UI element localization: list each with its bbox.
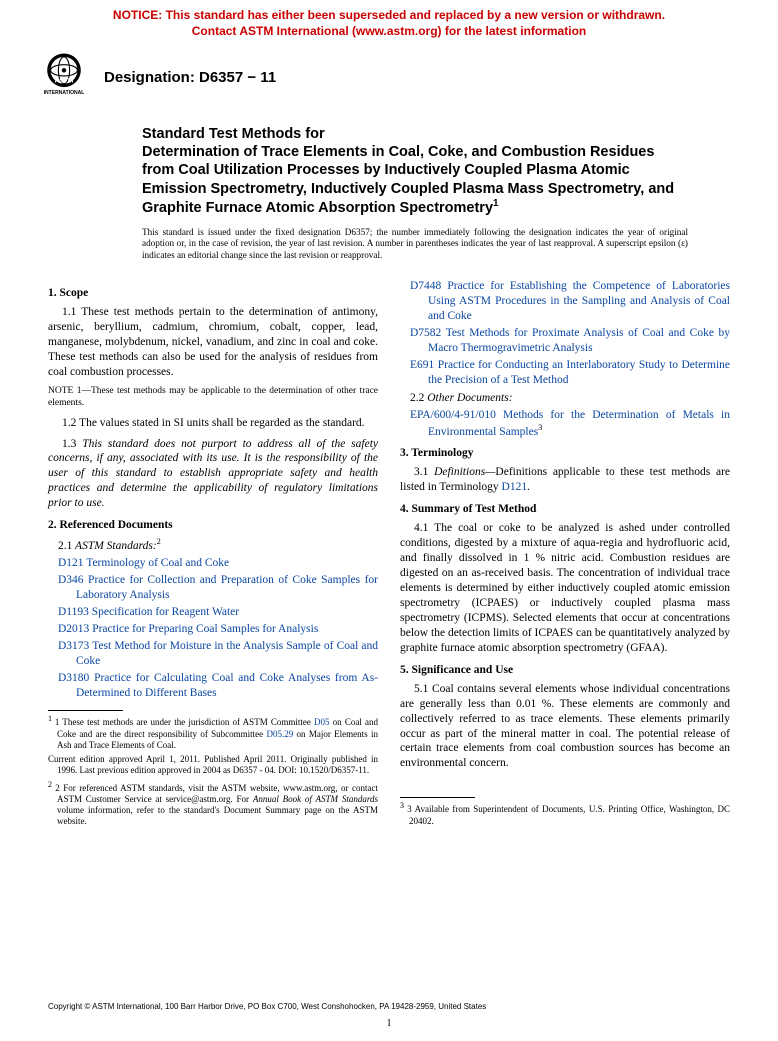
ref-item: EPA/600/4-91/010 Methods for the Determi… bbox=[400, 408, 730, 440]
scope-head: 1. Scope bbox=[48, 287, 378, 299]
scope-p3: 1.3 This standard does not purport to ad… bbox=[48, 437, 378, 512]
title-lead: Standard Test Methods for bbox=[142, 125, 688, 143]
ref-code[interactable]: E691 bbox=[410, 359, 434, 371]
ref-code[interactable]: D3173 bbox=[58, 640, 89, 652]
notice-line1: NOTICE: This standard has either been su… bbox=[113, 8, 665, 22]
terminology-p1: 3.1 Definitions—Definitions applicable t… bbox=[400, 465, 730, 495]
ref-item: D1193 Specification for Reagent Water bbox=[48, 605, 378, 620]
ref-title[interactable]: Practice for Establishing the Competence… bbox=[428, 280, 730, 322]
notice-line2: Contact ASTM International (www.astm.org… bbox=[192, 24, 586, 38]
ref-item: D7448 Practice for Establishing the Comp… bbox=[400, 279, 730, 324]
ref-title[interactable]: Test Methods for Proximate Analysis of C… bbox=[428, 327, 730, 354]
ref-code[interactable]: D2013 bbox=[58, 623, 89, 635]
ref-code[interactable]: D7448 bbox=[410, 280, 441, 292]
ref-title[interactable]: Practice for Conducting an Interlaborato… bbox=[428, 359, 730, 386]
designation-text: Designation: D6357 − 11 bbox=[104, 69, 276, 86]
terminology-head: 3. Terminology bbox=[400, 447, 730, 459]
right-column: D7448 Practice for Establishing the Comp… bbox=[400, 279, 730, 831]
footnote-separator bbox=[48, 710, 123, 711]
title-main: Determination of Trace Elements in Coal,… bbox=[142, 143, 688, 216]
title-footnote-marker: 1 bbox=[493, 198, 499, 209]
ref-code[interactable]: D3180 bbox=[58, 672, 89, 684]
ref-title[interactable]: Terminology of Coal and Coke bbox=[86, 557, 229, 569]
ref-code[interactable]: D346 bbox=[58, 574, 84, 586]
significance-head: 5. Significance and Use bbox=[400, 664, 730, 676]
ref-footnote-marker: 3 bbox=[538, 423, 542, 432]
ref-code[interactable]: D7582 bbox=[410, 327, 441, 339]
summary-p1: 4.1 The coal or coke to be analyzed is a… bbox=[400, 521, 730, 655]
scope-p2: 1.2 The values stated in SI units shall … bbox=[48, 416, 378, 431]
ref-item: D2013 Practice for Preparing Coal Sample… bbox=[48, 622, 378, 637]
footnote-3: 3 3 Available from Superintendent of Doc… bbox=[400, 801, 730, 827]
issuance-note: This standard is issued under the fixed … bbox=[142, 227, 688, 262]
footnotes-left: 1 1 These test methods are under the jur… bbox=[48, 714, 378, 827]
ref-item: D7582 Test Methods for Proximate Analysi… bbox=[400, 326, 730, 356]
ref-item: E691 Practice for Conducting an Interlab… bbox=[400, 358, 730, 388]
scope-note1: NOTE 1—These test methods may be applica… bbox=[48, 386, 378, 410]
scope-p1: 1.1 These test methods pertain to the de… bbox=[48, 305, 378, 380]
ref-item: D3180 Practice for Calculating Coal and … bbox=[48, 671, 378, 701]
committee-link[interactable]: D05 bbox=[314, 717, 330, 727]
footnote-1b: Current edition approved April 1, 2011. … bbox=[48, 754, 378, 777]
svg-text:INTERNATIONAL: INTERNATIONAL bbox=[44, 90, 85, 96]
ref-item: D121 Terminology of Coal and Coke bbox=[48, 556, 378, 571]
ref-title[interactable]: Practice for Preparing Coal Samples for … bbox=[92, 623, 318, 635]
refs-sub2: 2.2 Other Documents: bbox=[410, 392, 730, 404]
footnotes-right: 3 3 Available from Superintendent of Doc… bbox=[400, 801, 730, 827]
ref-code[interactable]: EPA/600/4-91/010 bbox=[410, 409, 496, 421]
title-block: Standard Test Methods for Determination … bbox=[142, 125, 688, 216]
ref-code[interactable]: D1193 bbox=[58, 606, 89, 618]
ref-code[interactable]: D121 bbox=[58, 557, 84, 569]
title-main-text: Determination of Trace Elements in Coal,… bbox=[142, 144, 674, 215]
ref-title[interactable]: Practice for Calculating Coal and Coke A… bbox=[76, 672, 378, 699]
refs-sub1: 2.1 ASTM Standards:2 bbox=[58, 537, 378, 552]
svg-text:ASTM: ASTM bbox=[54, 78, 73, 85]
footnote-separator-right bbox=[400, 797, 475, 798]
left-column: 1. Scope 1.1 These test methods pertain … bbox=[48, 279, 378, 831]
notice-banner: NOTICE: This standard has either been su… bbox=[0, 0, 778, 43]
content-columns: 1. Scope 1.1 These test methods pertain … bbox=[0, 261, 778, 831]
summary-head: 4. Summary of Test Method bbox=[400, 503, 730, 515]
significance-p1: 5.1 Coal contains several elements whose… bbox=[400, 682, 730, 772]
astm-logo: ASTM INTERNATIONAL bbox=[36, 49, 92, 105]
footnote-1: 1 1 These test methods are under the jur… bbox=[48, 714, 378, 751]
ref-title[interactable]: Test Method for Moisture in the Analysis… bbox=[76, 640, 378, 667]
ref-item: D346 Practice for Collection and Prepara… bbox=[48, 573, 378, 603]
copyright-text: Copyright © ASTM International, 100 Barr… bbox=[48, 1002, 486, 1011]
d121-link[interactable]: D121 bbox=[502, 481, 528, 493]
refs-left: 2.1 ASTM Standards:2 D121 Terminology of… bbox=[48, 537, 378, 700]
header-row: ASTM INTERNATIONAL Designation: D6357 − … bbox=[0, 43, 778, 105]
ref-title[interactable]: Practice for Collection and Preparation … bbox=[76, 574, 378, 601]
referenced-head: 2. Referenced Documents bbox=[48, 519, 378, 531]
ref-item: D3173 Test Method for Moisture in the An… bbox=[48, 639, 378, 669]
subcommittee-link[interactable]: D05.29 bbox=[266, 729, 293, 739]
refs-right: D7448 Practice for Establishing the Comp… bbox=[400, 279, 730, 439]
page-number: 1 bbox=[0, 1018, 778, 1029]
ref-title[interactable]: Specification for Reagent Water bbox=[92, 606, 239, 618]
footnote-2: 2 2 For referenced ASTM standards, visit… bbox=[48, 780, 378, 828]
